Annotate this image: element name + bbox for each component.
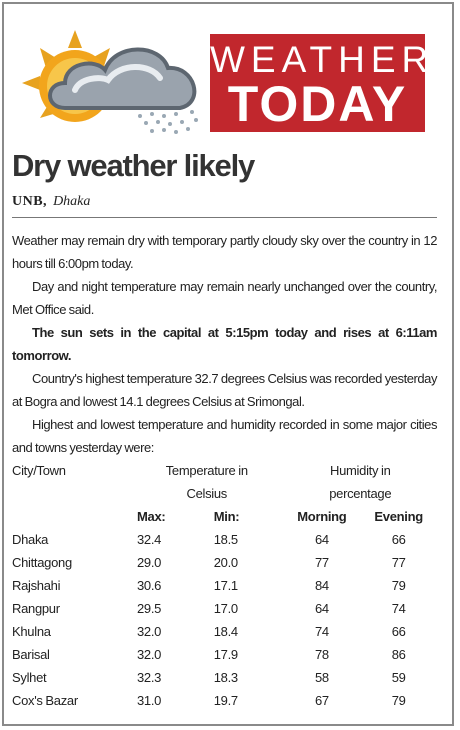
city: Cox's Bazar	[12, 693, 78, 708]
table-row: Sylhet 32.3 18.3 58 59	[12, 666, 437, 689]
cell: 77	[314, 555, 329, 570]
cell: 66	[391, 624, 406, 639]
cell: 74	[314, 624, 329, 639]
table-row: Cox's Bazar 31.0 19.7 67 79	[12, 689, 437, 712]
column-header: Temperature in Celsius	[130, 459, 284, 505]
header-text: Humidity in percentage	[329, 463, 392, 501]
header-row: City/Town Temperature in Celsius Humidit…	[12, 459, 437, 505]
cell: 31.0	[137, 693, 162, 708]
table-row: Barisal 32.0 17.9 78 86	[12, 643, 437, 666]
cell: 64	[314, 532, 329, 547]
cell: 64	[314, 601, 329, 616]
cell: 59	[391, 670, 406, 685]
cell: 18.5	[213, 532, 238, 547]
cell: 77	[391, 555, 406, 570]
frame	[2, 2, 454, 726]
cell: 78	[314, 647, 329, 662]
cell: 86	[391, 647, 406, 662]
paragraph: The sun sets in the capital at 5:15pm to…	[12, 325, 437, 363]
rule	[12, 217, 437, 218]
city: Rajshahi	[12, 578, 61, 593]
cell: 30.6	[137, 578, 162, 593]
table-row: Dhaka 32.4 18.5 64 66	[12, 528, 437, 551]
city: Sylhet	[12, 670, 47, 685]
cell: 58	[314, 670, 329, 685]
city: Chittagong	[12, 555, 72, 570]
column-header: City/Town	[12, 463, 66, 478]
agency: UNB,	[12, 194, 48, 209]
cell: 18.3	[213, 670, 238, 685]
cell: 79	[391, 578, 406, 593]
cell: 20.0	[213, 555, 238, 570]
cell: 19.7	[213, 693, 238, 708]
place: Dhaka	[53, 194, 91, 209]
paragraph: Day and night temperature may remain nea…	[12, 279, 437, 317]
cell: 79	[391, 693, 406, 708]
cell: 74	[391, 601, 406, 616]
subheader: Min:	[213, 509, 240, 524]
table-row: Rajshahi 30.6 17.1 84 79	[12, 574, 437, 597]
city: Khulna	[12, 624, 51, 639]
paragraph: Country's highest temperature 32.7 degre…	[12, 371, 437, 409]
banner-top: WEATHER	[210, 39, 435, 80]
city: Dhaka	[12, 532, 49, 547]
cell: 84	[314, 578, 329, 593]
cell: 17.9	[213, 647, 238, 662]
banner-bottom: TODAY	[227, 76, 408, 132]
headline: Dry weather likely	[12, 148, 255, 183]
cell: 29.5	[137, 601, 162, 616]
paragraph: Weather may remain dry with temporary pa…	[12, 233, 437, 271]
cell: 17.0	[213, 601, 238, 616]
column-header: Humidity in percentage	[284, 459, 438, 505]
table-row: Rangpur 29.5 17.0 64 74	[12, 597, 437, 620]
cell: 32.3	[137, 670, 162, 685]
subheader: Max:	[137, 509, 166, 524]
subheader: Morning	[297, 509, 347, 524]
byline: UNB, Dhaka	[12, 194, 90, 210]
cell: 32.4	[137, 532, 162, 547]
cell: 17.1	[213, 578, 238, 593]
banner: WEATHER TODAY	[210, 34, 435, 132]
paragraph: Highest and lowest temperature and humid…	[12, 417, 437, 455]
cell: 67	[314, 693, 329, 708]
cloud	[48, 47, 197, 110]
table-row: Khulna 32.0 18.4 74 66	[12, 620, 437, 643]
table-body: Dhaka 32.4 18.5 64 66 Chittagong 29.0 20.0 77 77 R…	[12, 528, 437, 712]
city: Rangpur	[12, 601, 60, 616]
table-row: Chittagong 29.0 20.0 77 77	[12, 551, 437, 574]
subheader: Evening	[374, 509, 423, 524]
article-body: Weather may remain dry with temporary pa…	[12, 229, 437, 712]
subheader-row: Max: Min: Morning Evening	[12, 505, 437, 528]
weather-icon	[22, 30, 198, 134]
cell: 18.4	[213, 624, 238, 639]
city: Barisal	[12, 647, 50, 662]
cell: 32.0	[137, 647, 162, 662]
cell: 29.0	[137, 555, 162, 570]
cell: 32.0	[137, 624, 162, 639]
cell: 66	[391, 532, 406, 547]
table: City/Town Temperature in Celsius Humidit…	[12, 459, 437, 712]
header-text: Temperature in Celsius	[165, 463, 248, 501]
rain	[138, 110, 198, 134]
